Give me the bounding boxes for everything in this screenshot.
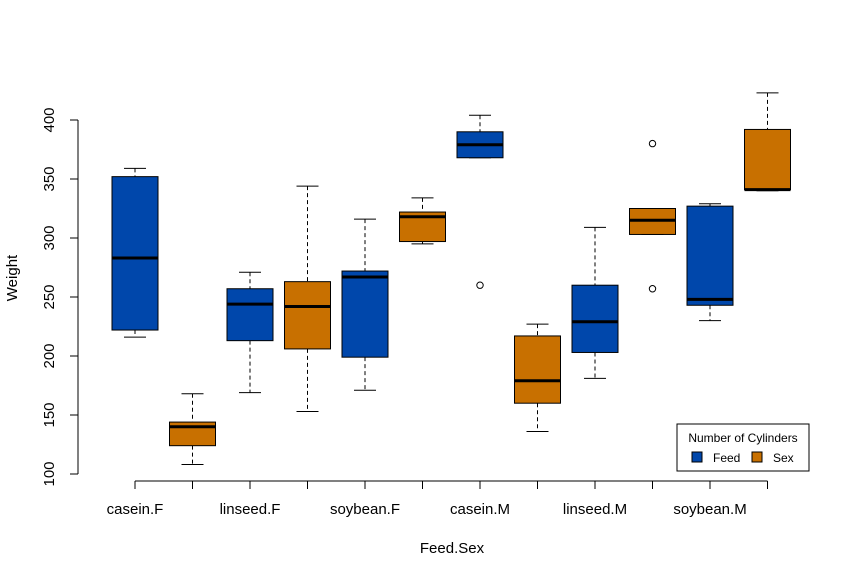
y-tick-label: 150 bbox=[41, 402, 58, 427]
box-4 bbox=[284, 185, 331, 412]
x-tick-label: linseed.F bbox=[220, 501, 281, 518]
y-axis-title: Weight bbox=[4, 254, 21, 301]
box-11 bbox=[686, 203, 734, 322]
legend-title: Number of Cylinders bbox=[688, 431, 797, 445]
box-10 bbox=[629, 139, 676, 293]
box-7 bbox=[456, 114, 504, 289]
x-axis-title: Feed.Sex bbox=[420, 540, 485, 557]
boxes-group bbox=[111, 92, 791, 466]
outlier-point bbox=[648, 285, 657, 293]
outlier-point bbox=[476, 281, 484, 289]
box-1 bbox=[111, 167, 159, 338]
legend-label-feed: Feed bbox=[713, 451, 740, 465]
y-axis: 100 150 200 250 300 350 400 bbox=[41, 107, 79, 487]
box-12 bbox=[744, 92, 791, 192]
iqr-box bbox=[744, 128, 791, 191]
iqr-box bbox=[226, 288, 274, 342]
iqr-box bbox=[686, 205, 734, 306]
y-tick-label: 300 bbox=[41, 225, 58, 250]
box-5 bbox=[341, 218, 389, 391]
legend: Number of Cylinders Feed Sex bbox=[676, 423, 810, 472]
x-tick-label: soybean.M bbox=[673, 501, 746, 518]
y-tick-label: 250 bbox=[41, 284, 58, 309]
iqr-box bbox=[284, 281, 331, 350]
y-tick-label: 350 bbox=[41, 166, 58, 191]
legend-frame bbox=[676, 423, 810, 472]
box-6 bbox=[399, 197, 446, 245]
iqr-box bbox=[341, 270, 389, 358]
x-tick-label: linseed.M bbox=[563, 501, 627, 518]
y-tick-label: 200 bbox=[41, 343, 58, 368]
box-2 bbox=[169, 393, 216, 466]
box-3 bbox=[226, 271, 274, 394]
legend-swatch-sex bbox=[751, 451, 763, 463]
box-8 bbox=[514, 323, 561, 433]
x-tick-label: casein.F bbox=[107, 501, 164, 518]
outlier-point bbox=[648, 139, 657, 148]
iqr-box bbox=[111, 176, 159, 331]
iqr-box bbox=[571, 284, 619, 353]
legend-label-sex: Sex bbox=[773, 451, 794, 465]
legend-swatch-feed bbox=[691, 451, 703, 463]
y-tick-label: 100 bbox=[41, 461, 58, 486]
iqr-box bbox=[514, 335, 561, 404]
box-9 bbox=[571, 226, 619, 379]
x-tick-label: casein.M bbox=[450, 501, 510, 518]
x-tick-label: soybean.F bbox=[330, 501, 400, 518]
x-axis: casein.F linseed.F soybean.F casein.M linsee… bbox=[107, 480, 768, 518]
y-tick-label: 400 bbox=[41, 107, 58, 132]
